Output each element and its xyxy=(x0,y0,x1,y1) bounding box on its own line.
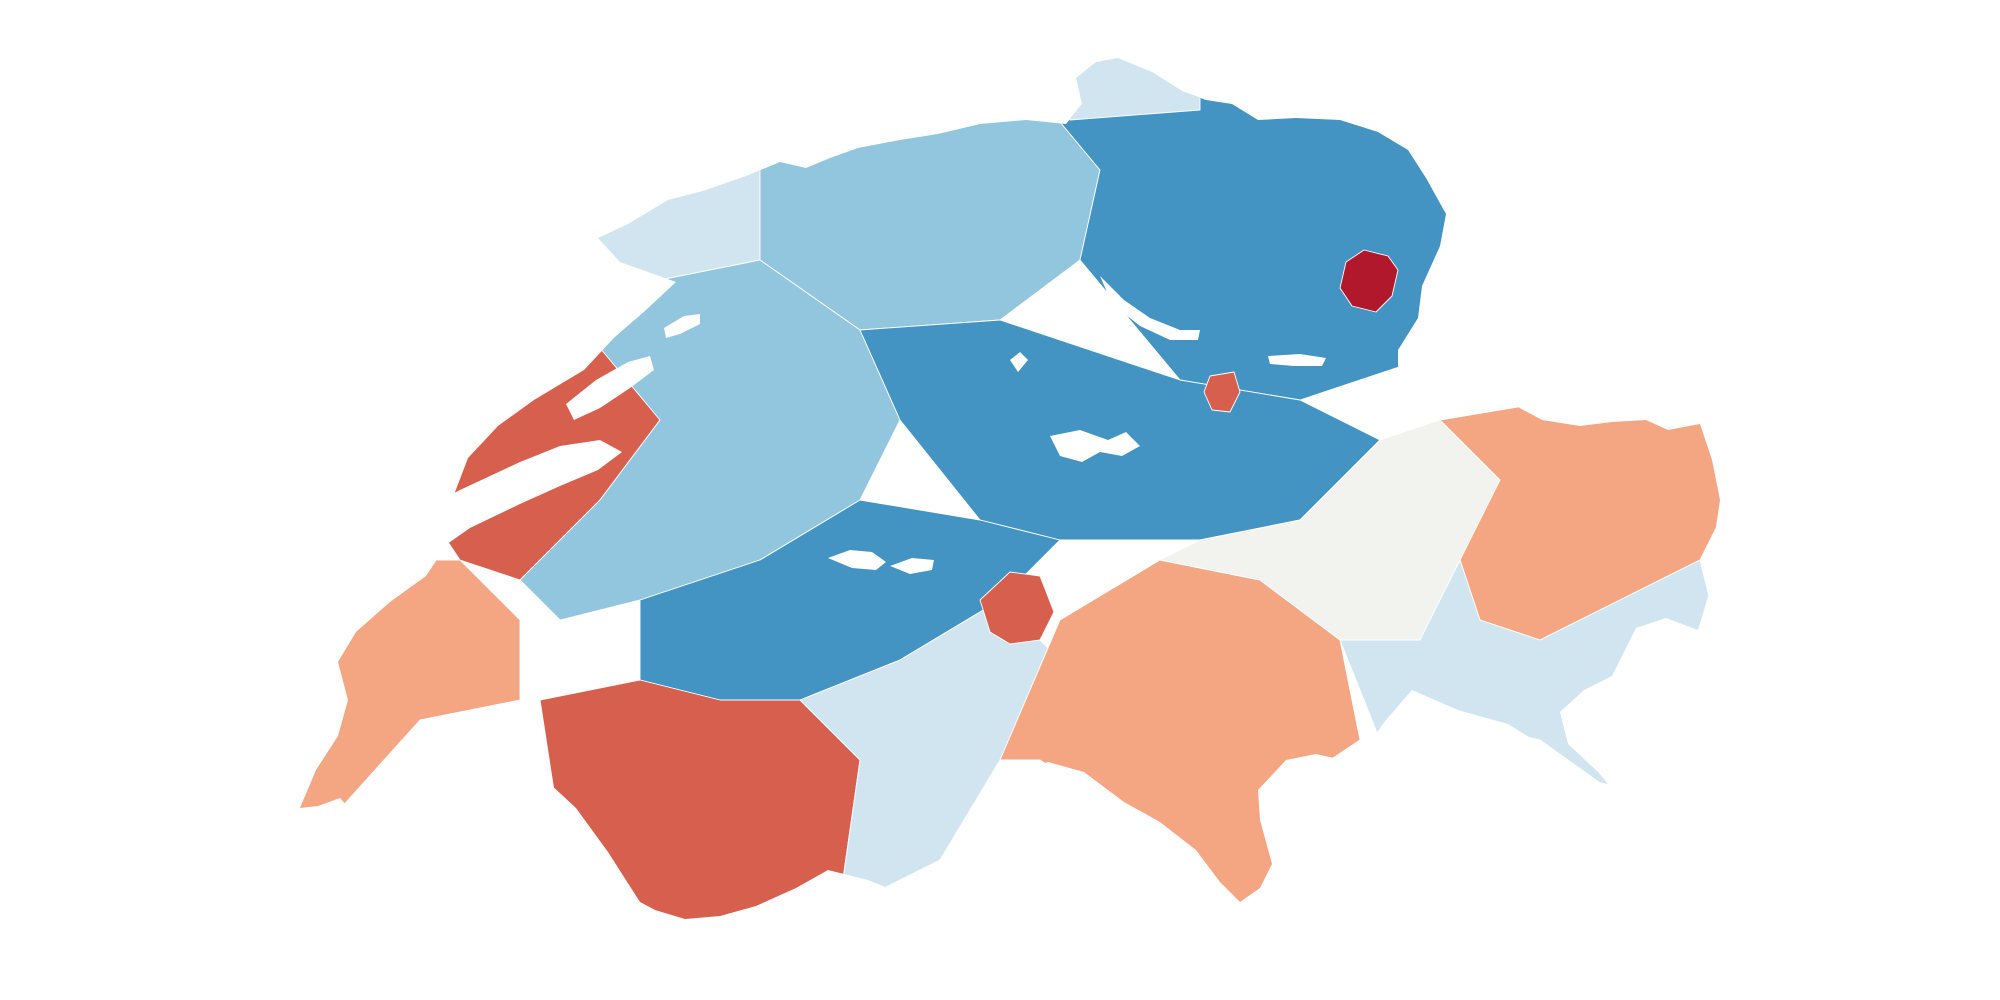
lake-lucerne xyxy=(1050,430,1140,462)
region-northeast[interactable] xyxy=(1049,89,1461,401)
lake-neuchatel xyxy=(566,356,654,420)
region-schwyz-outlier[interactable] xyxy=(979,571,1055,645)
lake-sempach xyxy=(1010,352,1028,372)
lake-layer xyxy=(356,276,1326,582)
region-upper-valais[interactable] xyxy=(799,599,1061,901)
lake-zurich xyxy=(1100,276,1200,340)
region-lower-valais[interactable] xyxy=(539,679,861,930)
lake-biel xyxy=(664,314,700,338)
region-ticino[interactable] xyxy=(999,559,1361,960)
lake-thun xyxy=(828,550,886,570)
lake-brienz xyxy=(890,558,934,574)
region-appenzell[interactable] xyxy=(1339,249,1399,313)
lake-walen xyxy=(1268,354,1326,366)
region-glarus-outlier[interactable] xyxy=(1203,371,1241,413)
region-lake-geneva-shore[interactable] xyxy=(280,559,521,821)
region-schaffhausen[interactable] xyxy=(1069,50,1201,121)
lake-geneva xyxy=(356,440,622,582)
